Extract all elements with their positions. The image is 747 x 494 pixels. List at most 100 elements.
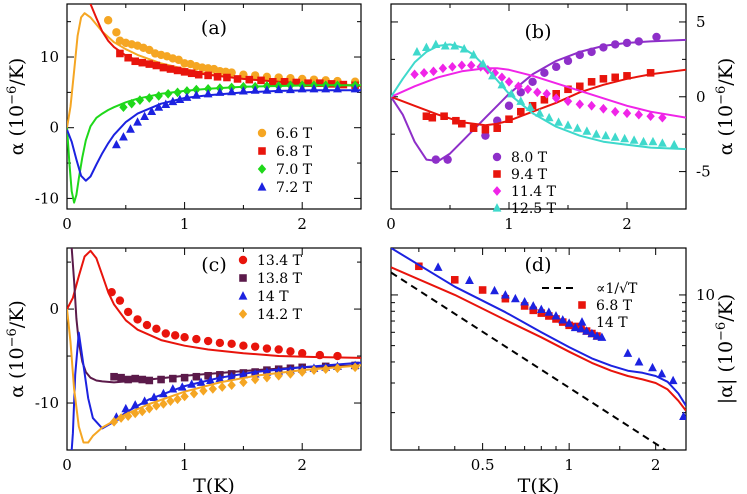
- x-tick-label: 1: [564, 456, 574, 474]
- legend-label: 9.4 T: [511, 167, 548, 183]
- data-point: [563, 96, 573, 107]
- legend-entry: 7.2 T: [257, 180, 313, 196]
- fit-curve: [391, 67, 686, 119]
- legend-entry: 11.4 T: [492, 184, 557, 200]
- data-point: [187, 69, 196, 78]
- data-point: [166, 65, 175, 73]
- data-point: [180, 373, 189, 382]
- data-point: [180, 333, 189, 342]
- plot-frame: [390, 3, 687, 210]
- data-point: [410, 69, 419, 80]
- data-point: [639, 136, 648, 146]
- data-point: [551, 311, 561, 320]
- fit-curve: [67, 308, 361, 444]
- data-point: [457, 60, 466, 71]
- data-point: [107, 287, 116, 297]
- data-point: [227, 339, 236, 349]
- data-point: [540, 68, 549, 78]
- data-point: [286, 347, 295, 356]
- x-tick-label: 1: [180, 456, 190, 474]
- data-point: [544, 307, 554, 316]
- data-point: [286, 84, 295, 94]
- legend-marker: [238, 255, 248, 265]
- fit-curve: [391, 248, 686, 407]
- data-point: [333, 83, 342, 93]
- data-point: [115, 296, 125, 305]
- x-tick-label: 2: [297, 215, 307, 233]
- data-point: [564, 318, 574, 327]
- data-point: [262, 372, 272, 383]
- data-point: [490, 285, 499, 295]
- data-point: [450, 41, 460, 50]
- x-tick-label: 2: [651, 456, 661, 474]
- data-point: [658, 112, 667, 123]
- data-point: [634, 357, 644, 366]
- data-point: [262, 85, 272, 94]
- data-point: [262, 344, 272, 353]
- data-point: [440, 112, 448, 121]
- data-point: [545, 312, 553, 320]
- data-point: [587, 78, 596, 86]
- legend-marker: [258, 147, 266, 155]
- y-axis-label: α (10−6/K): [5, 300, 28, 398]
- data-point: [168, 96, 178, 106]
- data-point: [191, 90, 201, 99]
- data-point: [131, 408, 140, 419]
- legend-label: 11.4 T: [511, 184, 557, 200]
- data-point: [587, 47, 596, 57]
- legend-label: 14 T: [596, 315, 628, 331]
- data-point: [131, 374, 139, 383]
- data-point: [510, 293, 520, 303]
- data-point: [304, 79, 312, 87]
- legend-label: 6.6 T: [276, 126, 313, 142]
- y-axis-label-suffix: /K): [715, 294, 737, 322]
- x-tick-label: 2: [622, 215, 632, 233]
- legend-entry: 8.0 T: [492, 150, 548, 166]
- data-point: [218, 382, 227, 392]
- data-point: [149, 392, 159, 401]
- data-point: [599, 75, 608, 83]
- data-point: [135, 95, 145, 105]
- legend-label: 7.2 T: [276, 180, 313, 196]
- data-point: [576, 82, 584, 91]
- data-point: [504, 76, 514, 87]
- data-point: [250, 342, 260, 351]
- legend-marker: [238, 309, 248, 319]
- data-point: [117, 373, 125, 382]
- plot-frame: [66, 3, 362, 210]
- y-tick-label: 10: [40, 48, 59, 66]
- data-point: [116, 49, 124, 58]
- data-point: [269, 77, 277, 86]
- y-axis-label: |α| (10−6/K): [714, 294, 737, 404]
- data-point: [239, 341, 248, 350]
- data-point: [576, 323, 586, 333]
- data-point: [196, 377, 206, 386]
- legend-label: 8.0 T: [511, 150, 548, 166]
- panel-label: (b): [525, 21, 552, 43]
- data-point: [497, 72, 507, 83]
- legend-entry: 13.8 T: [239, 271, 303, 287]
- legend-entry: 14.2 T: [238, 307, 303, 323]
- legend-marker: [257, 182, 267, 191]
- data-point: [257, 76, 265, 85]
- data-point: [298, 367, 307, 377]
- plot-area: [67, 4, 361, 204]
- data-point: [215, 338, 225, 348]
- fit-curve: [391, 266, 686, 412]
- data-point: [535, 108, 545, 117]
- data-point: [309, 365, 319, 375]
- fit-curve: [67, 89, 361, 182]
- data-point: [520, 297, 530, 306]
- data-point: [286, 369, 295, 379]
- y-axis-label-prefix: α (10: [6, 347, 28, 397]
- data-point: [523, 84, 533, 95]
- data-point: [168, 384, 178, 393]
- data-point: [280, 77, 289, 86]
- data-point: [116, 413, 126, 423]
- data-point: [173, 394, 182, 405]
- data-point: [506, 88, 516, 98]
- data-point: [321, 83, 331, 93]
- data-point: [169, 374, 177, 383]
- data-point: [215, 373, 225, 383]
- y-axis-label: α (10−6/K): [714, 58, 737, 156]
